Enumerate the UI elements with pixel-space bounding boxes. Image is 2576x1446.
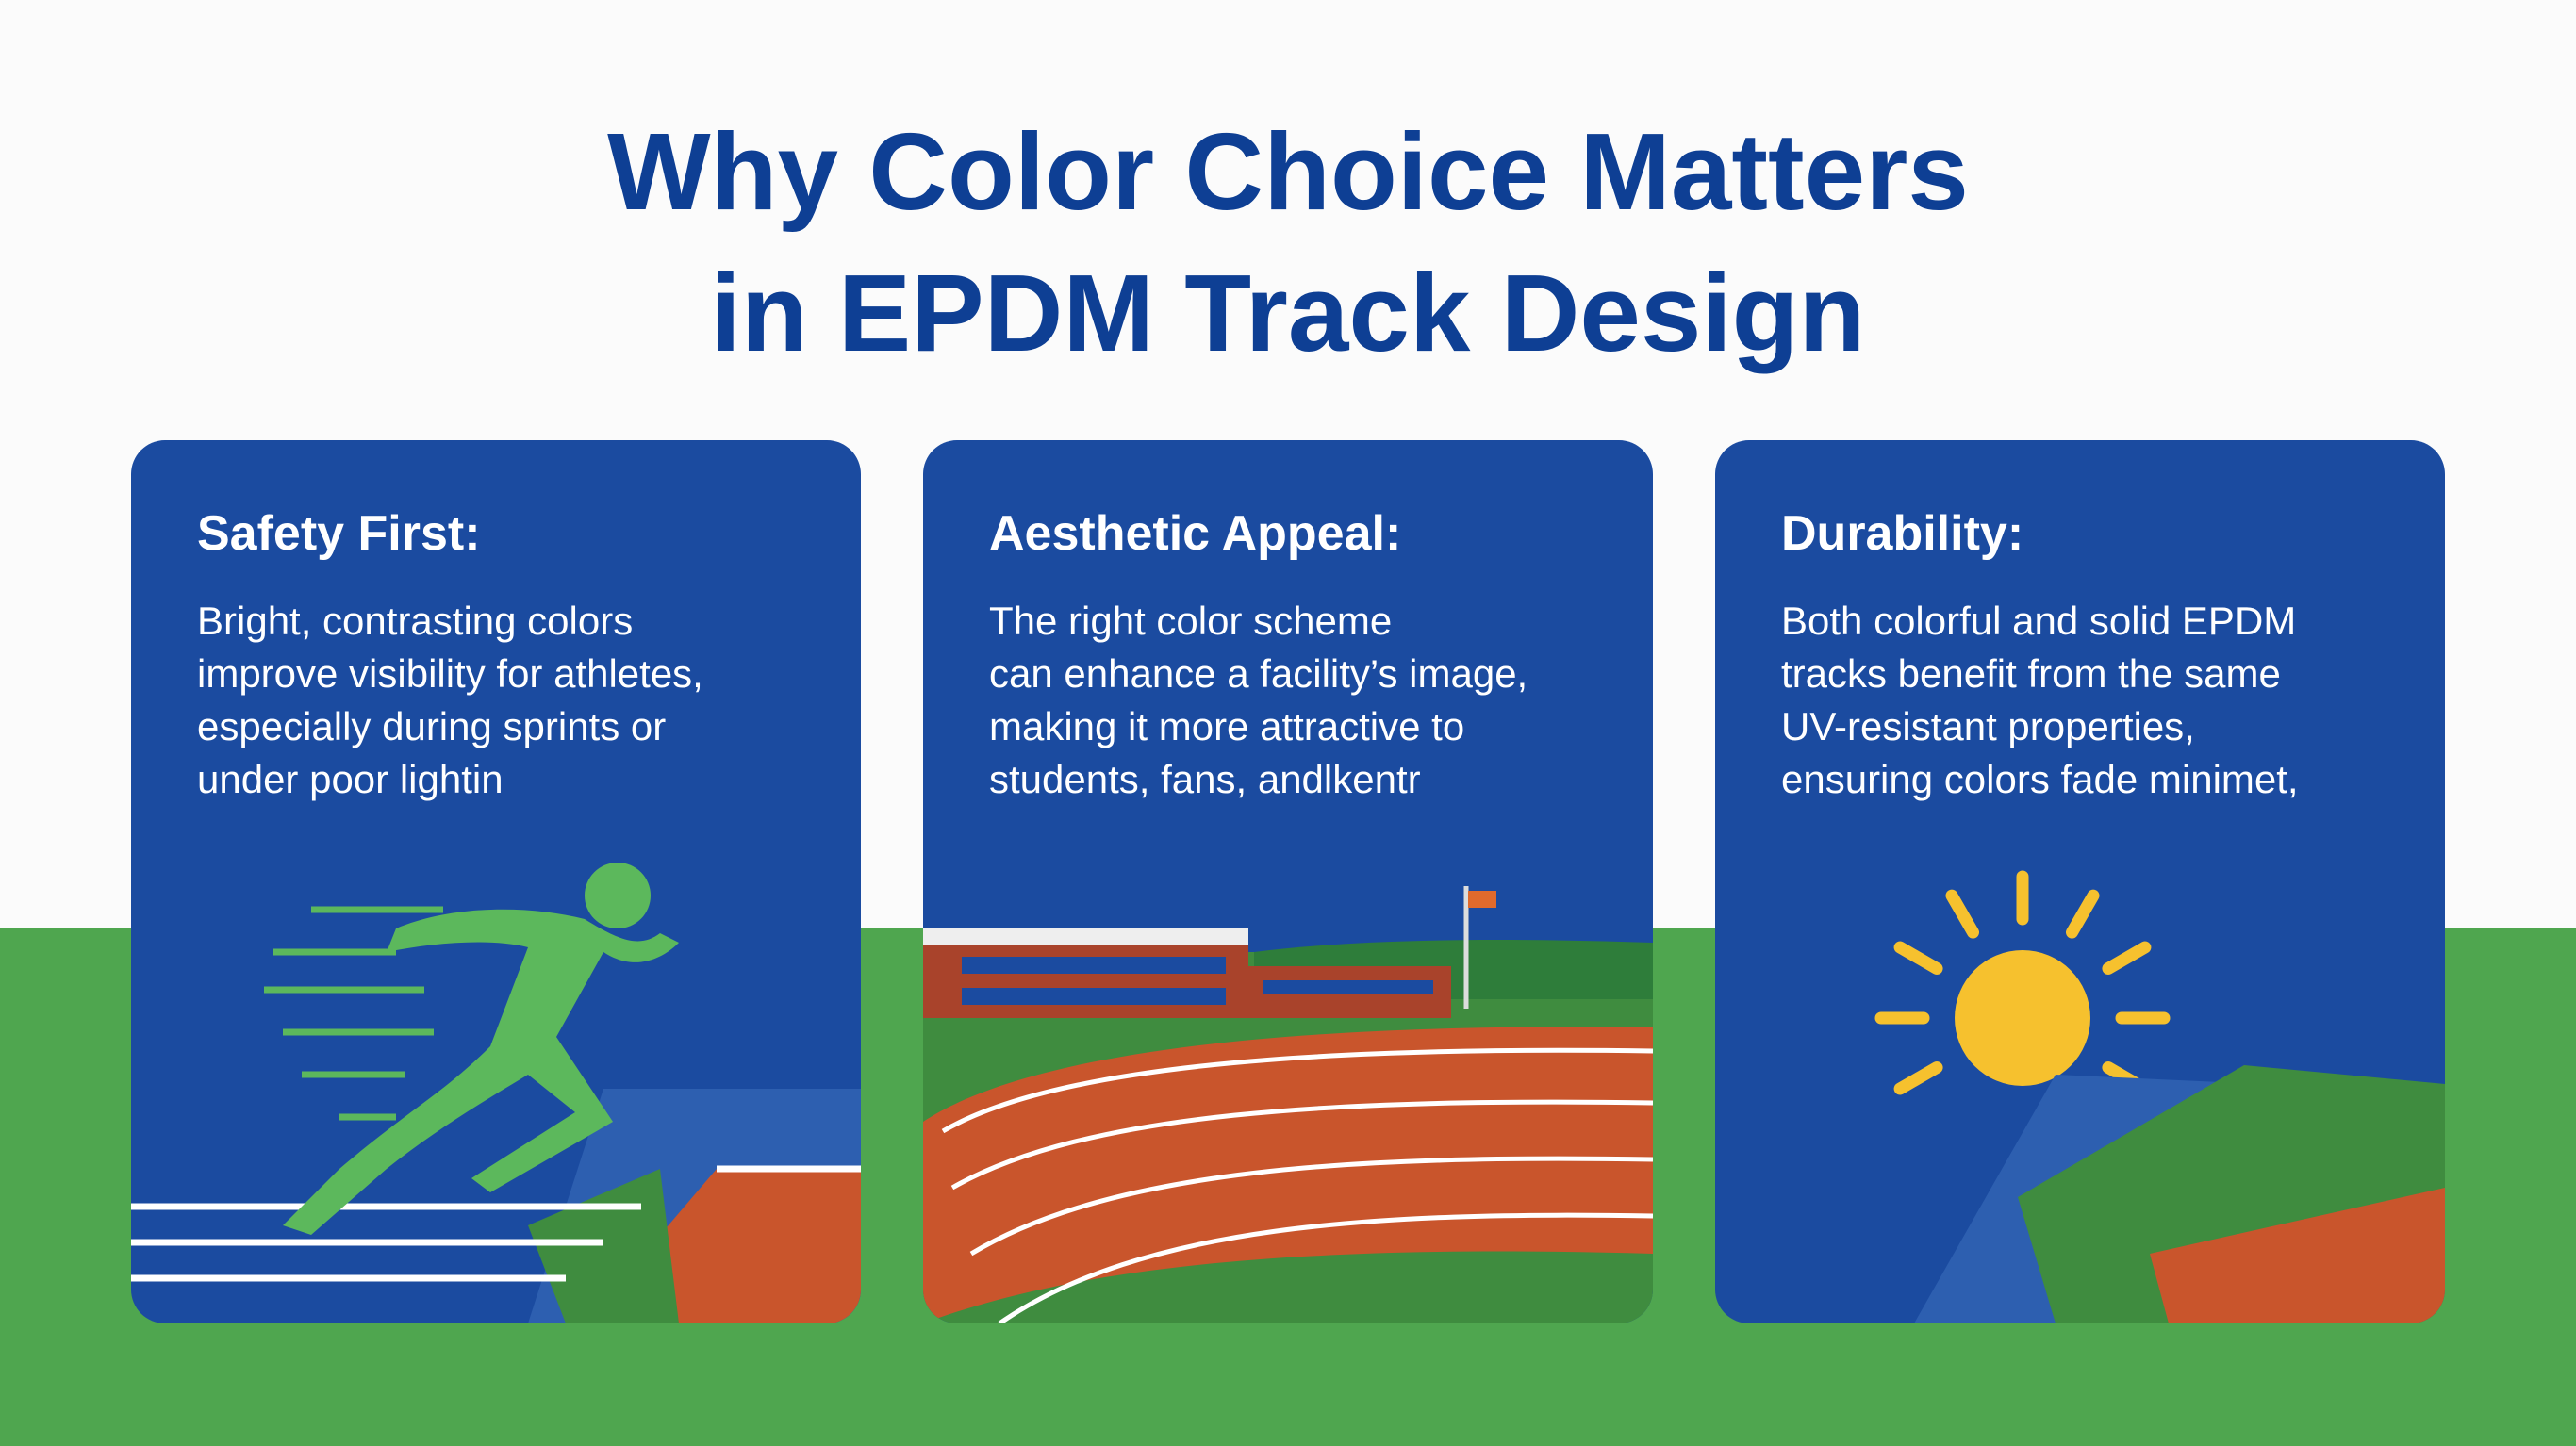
card-text: making it more attractive to [989,704,1464,748]
sun-ray [2066,889,2100,939]
sun-ray [1893,941,1943,975]
runner-illustration [131,863,861,1323]
title: Why Color Choice Matters in EPDM Track De… [607,110,1969,374]
card-text: under poor lightin [197,757,504,801]
card-text: improve visibility for athletes, [197,651,703,696]
card-heading: Aesthetic Appeal: [989,506,1401,561]
sun-illustration [1874,870,2445,1323]
card-heading: Durability: [1781,506,2023,561]
card-text: ensuring colors fade minimet, [1781,757,2299,801]
sun-ray [1945,889,1979,939]
card-text: UV-resistant properties, [1781,704,2195,748]
card-text: Both colorful and solid EPDM [1781,599,2296,643]
title-line: Why Color Choice Matters [607,110,1969,233]
card-text: can enhance a facility’s image, [989,651,1527,696]
title-line: in EPDM Track Design [711,252,1866,374]
card-text: especially during sprints or [197,704,666,748]
card-text: students, fans, andlkentr [989,757,1421,801]
card-text: Bright, contrasting colors [197,599,633,643]
stadium-illustration [923,886,1653,1323]
sun-ray [1893,1061,1943,1095]
sun-ray [2102,941,2152,975]
card-text: The right color scheme [989,599,1392,643]
card-heading: Safety First: [197,506,481,561]
card-text: tracks benefit from the same [1781,651,2281,696]
